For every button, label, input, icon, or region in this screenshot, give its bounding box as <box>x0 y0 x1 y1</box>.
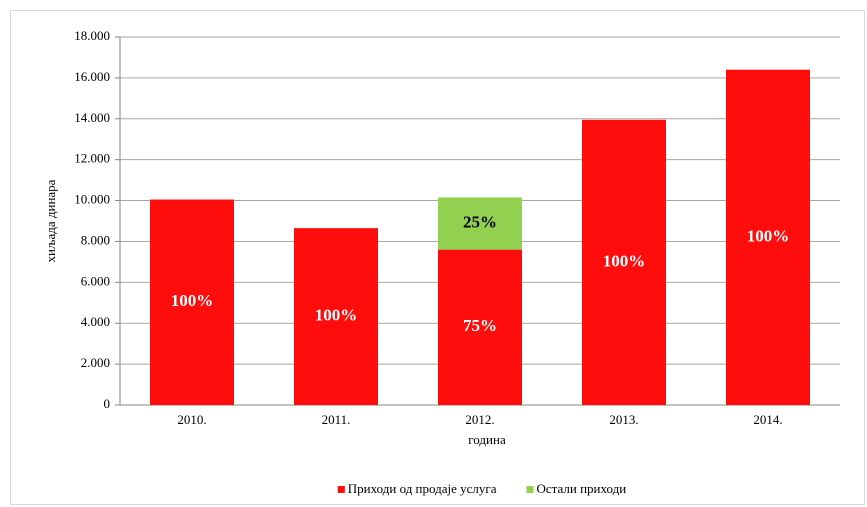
bar-segment <box>438 249 522 405</box>
y-tick-label: 4.000 <box>81 314 110 329</box>
bar-segment <box>438 197 522 250</box>
data-label: 100% <box>747 226 790 245</box>
x-axis-title: година <box>468 432 506 447</box>
y-tick-label: 2.000 <box>81 355 110 370</box>
legend-label: Приходи од продаје услуга <box>348 481 497 496</box>
y-axis-title: хиљада динара <box>43 179 58 262</box>
data-label: 100% <box>171 291 214 310</box>
y-tick-label: 12.000 <box>74 151 110 166</box>
bar-segment <box>726 69 810 405</box>
y-tick-label: 16.000 <box>74 69 110 84</box>
bar-segment <box>294 228 378 405</box>
legend-label: Остали приходи <box>537 481 627 496</box>
x-tick-label: 2012. <box>465 412 494 427</box>
bar-segment <box>582 119 666 406</box>
x-tick-label: 2013. <box>609 412 638 427</box>
x-tick-label: 2011. <box>322 412 351 427</box>
y-tick-label: 14.000 <box>74 110 110 125</box>
y-tick-label: 10.000 <box>74 192 110 207</box>
data-label: 100% <box>315 305 358 324</box>
y-tick-label: 6.000 <box>81 273 110 288</box>
x-tick-label: 2010. <box>177 412 206 427</box>
y-tick-label: 8.000 <box>81 232 110 247</box>
legend-swatch <box>526 486 534 493</box>
data-label: 25% <box>463 212 497 231</box>
legend: Приходи од продаје услуга Остали приходи <box>337 481 627 496</box>
x-tick-label: 2014. <box>753 412 782 427</box>
bar-segment <box>150 199 234 405</box>
data-label: 75% <box>463 316 497 335</box>
y-tick-label: 18.000 <box>74 28 110 43</box>
legend-swatch <box>337 486 345 493</box>
data-label: 100% <box>603 251 646 270</box>
y-tick-label: 0 <box>104 396 111 411</box>
